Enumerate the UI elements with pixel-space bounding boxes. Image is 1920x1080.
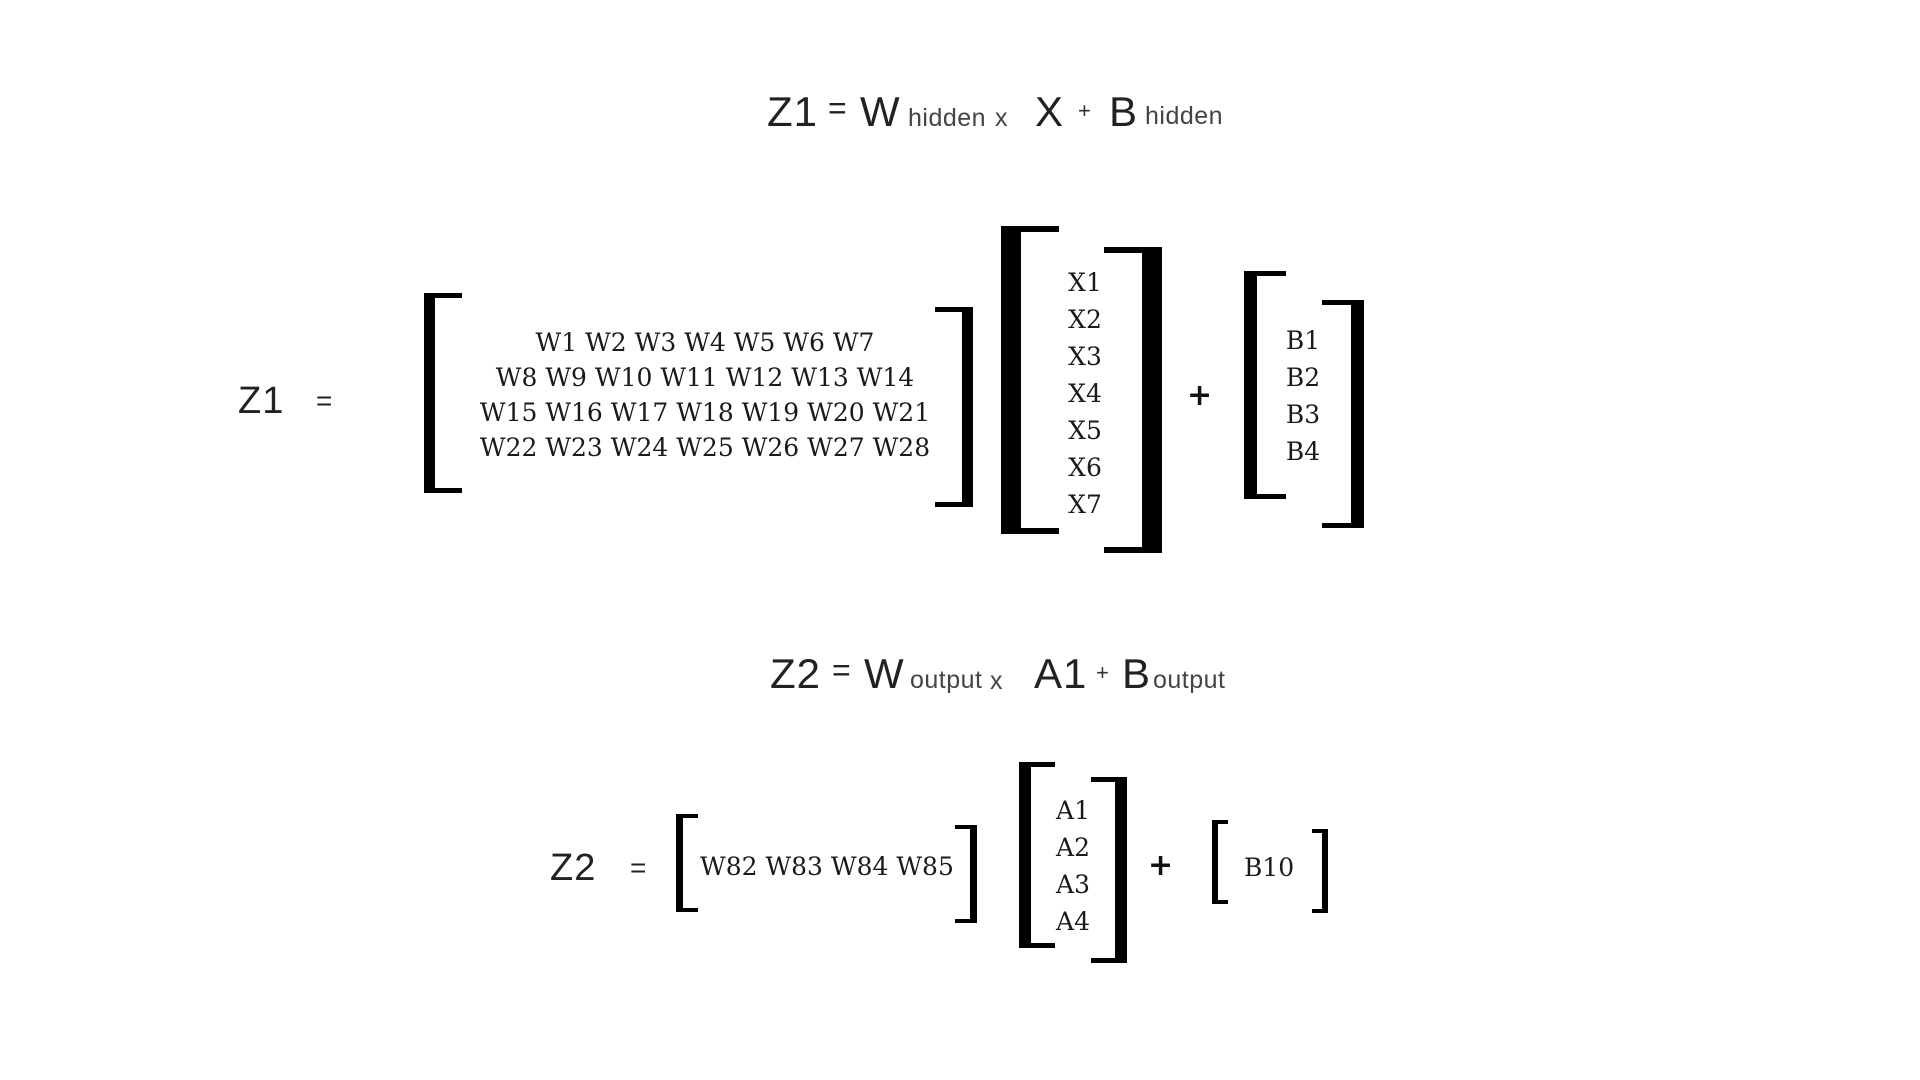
eq1-title-z: Z1 xyxy=(767,88,819,135)
eq1-equals: = xyxy=(316,385,333,416)
eq2-title-w: W xyxy=(864,650,905,697)
bias-vector-right-bracket xyxy=(1322,300,1364,528)
eq1-title-w-subscript: hidden xyxy=(908,104,987,132)
input-vector-right-bracket xyxy=(1104,247,1162,553)
eq2-title-times: x xyxy=(990,667,1003,695)
eq2-title-b: B xyxy=(1122,650,1152,697)
input-vector-item: X6 xyxy=(1068,453,1102,482)
eq2-title-b-subscript: output xyxy=(1153,666,1226,694)
bias-vector-item: B4 xyxy=(1285,437,1321,466)
input-vector-item: X7 xyxy=(1068,490,1102,519)
bias-vector-item: B3 xyxy=(1285,400,1321,429)
input-vector-item: X3 xyxy=(1068,342,1102,371)
bias-vector-item: B2 xyxy=(1285,363,1321,392)
activation-vector-left-bracket xyxy=(1019,762,1055,948)
eq2-title-a: A1 xyxy=(1034,650,1088,697)
activation-vector-right-bracket xyxy=(1091,777,1127,963)
weight-matrix-row: W8 W9 W10 W11 W12 W13 W14 xyxy=(495,363,915,392)
eq1-title-b: B xyxy=(1109,88,1139,135)
eq2-title-equals: = xyxy=(832,652,852,688)
input-vector: X1 X2 X3 X4 X5 X6 X7 xyxy=(1050,264,1120,523)
weight-matrix-row: W22 W23 W24 W25 W26 W27 W28 xyxy=(479,433,931,462)
eq2-equals: = xyxy=(630,852,647,883)
bias-vector-left-bracket xyxy=(1244,271,1286,499)
input-vector-left-bracket xyxy=(1001,226,1059,534)
bias-vector: B1 B2 B3 B4 xyxy=(1272,322,1334,470)
eq2-title-plus: + xyxy=(1096,660,1109,685)
activation-vector-item: A1 xyxy=(1056,796,1090,825)
input-vector-item: X2 xyxy=(1068,305,1102,334)
input-vector-item: X5 xyxy=(1068,416,1102,445)
eq2-title-w-subscript: output xyxy=(910,666,983,694)
eq2-lhs: Z2 xyxy=(550,847,597,889)
activation-vector: A1 A2 A3 A4 xyxy=(1046,792,1100,940)
eq1-title-w: W xyxy=(860,88,901,135)
eq2-plus: + xyxy=(1148,848,1174,883)
weight-matrix-row: W15 W16 W17 W18 W19 W20 W21 xyxy=(479,398,931,427)
activation-vector-item: A3 xyxy=(1056,870,1090,899)
eq1-title-equals: = xyxy=(828,90,848,126)
weight-matrix-left-bracket xyxy=(424,293,462,493)
eq1-title-x: X xyxy=(1035,88,1065,135)
eq2-title-z: Z2 xyxy=(770,650,822,697)
output-bias-left-bracket xyxy=(1212,820,1228,904)
output-weights: W82 W83 W84 W85 xyxy=(700,852,954,881)
eq1-title-plus: + xyxy=(1078,98,1091,123)
weight-matrix: W1 W2 W3 W4 W5 W6 W7 W8 W9 W10 W11 W12 W… xyxy=(470,325,940,465)
eq1-title-b-subscript: hidden xyxy=(1145,102,1224,130)
output-weights-right-bracket xyxy=(955,825,977,923)
eq1-plus: + xyxy=(1187,378,1213,413)
bias-vector-item: B1 xyxy=(1285,326,1321,355)
output-bias-right-bracket xyxy=(1312,829,1328,913)
input-vector-item: X1 xyxy=(1068,268,1102,297)
activation-vector-item: A4 xyxy=(1056,907,1090,936)
input-vector-item: X4 xyxy=(1068,379,1102,408)
eq1-title-times: x xyxy=(995,104,1008,132)
output-bias: B10 xyxy=(1244,853,1295,882)
eq1-lhs: Z1 xyxy=(238,380,285,422)
weight-matrix-right-bracket xyxy=(935,307,973,507)
output-weights-left-bracket xyxy=(676,814,698,912)
weight-matrix-row: W1 W2 W3 W4 W5 W6 W7 xyxy=(535,328,875,357)
activation-vector-item: A2 xyxy=(1056,833,1090,862)
